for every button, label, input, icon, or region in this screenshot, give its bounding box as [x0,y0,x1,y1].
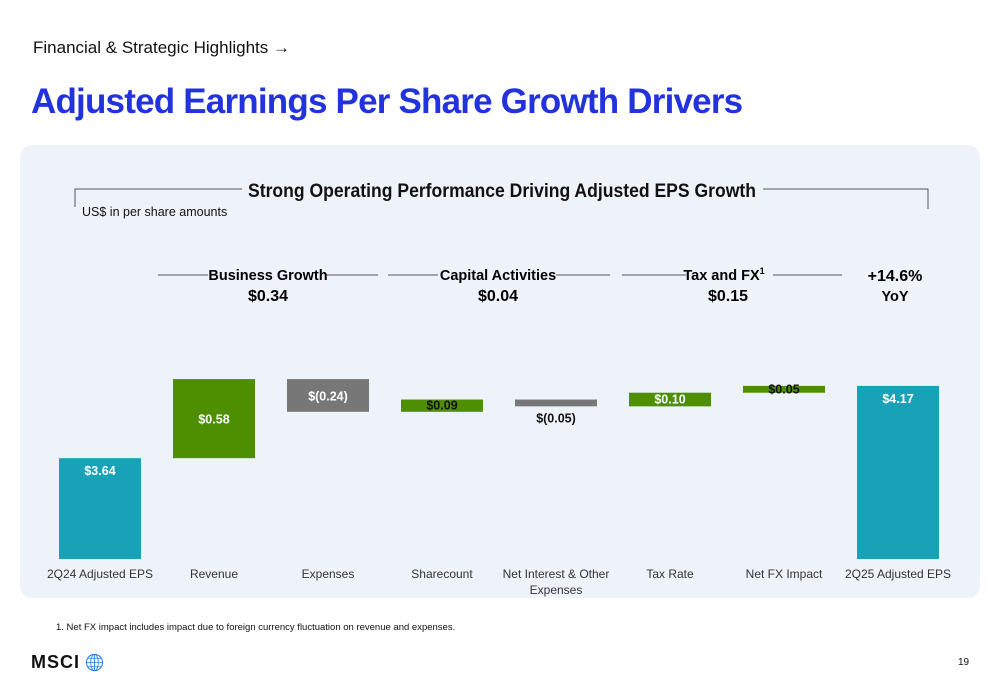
category-label-5: Tax Rate [646,567,694,581]
category-label-4: Net Interest & Other [503,567,610,581]
group-value: $0.34 [248,288,288,305]
group-header-business-growth: Business Growth $0.34 [158,268,378,305]
data-label-4: $(0.05) [536,411,576,425]
bar-7 [857,385,939,559]
bar-0 [59,458,141,559]
data-label-7: $4.17 [882,392,913,406]
page-number: 19 [958,657,970,668]
footnote-marker: 1 [760,266,765,276]
yoy-label: YoY [881,289,908,305]
chart-bars: $3.64 2Q24 Adjusted EPS $0.58 Revenue $(0.24… [47,379,951,597]
category-label-0: 2Q24 Adjusted EPS [47,567,153,581]
data-label-5: $0.10 [654,393,685,407]
group-header-capital-activities: Capital Activities $0.04 [388,268,610,305]
group-header-tax-and-fx: Tax and FX1 $0.15 [622,266,842,305]
category-label-4-line2: Expenses [530,583,583,597]
header-bracket-right [763,188,929,209]
data-label-0: $3.64 [84,464,115,478]
chart-title: Strong Operating Performance Driving Adj… [248,180,756,202]
group-name: Capital Activities [440,268,556,284]
waterfall-chart: Strong Operating Performance Driving Adj… [47,180,951,597]
bar-2 [287,379,369,412]
category-label-7: 2Q25 Adjusted EPS [845,567,951,581]
breadcrumb: Financial & Strategic Highlights → [33,38,291,57]
bar-6 [743,385,825,393]
group-name: Business Growth [208,268,327,284]
chart-subtitle: US$ in per share amounts [82,205,227,219]
data-label-1: $0.58 [198,413,229,427]
bar-5 [629,392,711,407]
footnote: 1. Net FX impact includes impact due to … [56,622,456,633]
chart-panel: Strong Operating Performance Driving Adj… [20,145,980,598]
bar-1 [173,379,255,459]
msci-logo: MSCI [31,652,104,673]
page-title: Adjusted Earnings Per Share Growth Drive… [31,82,743,121]
data-label-6: $0.05 [768,382,799,396]
category-label-3: Sharecount [411,567,473,581]
data-label-3: $0.09 [426,399,457,413]
bar-3 [401,399,483,412]
category-label-1: Revenue [190,567,238,581]
logo-text: MSCI [31,652,80,672]
globe-icon [85,653,104,672]
group-value: $0.15 [708,288,748,305]
category-label-2: Expenses [302,567,355,581]
category-label-6: Net FX Impact [746,567,823,581]
group-value: $0.04 [478,288,518,305]
bar-4 [515,399,597,407]
yoy-value: +14.6% [868,268,923,285]
group-name: Tax and FX1 [683,266,764,284]
data-label-2: $(0.24) [308,389,348,403]
header-bracket-left [74,188,242,207]
